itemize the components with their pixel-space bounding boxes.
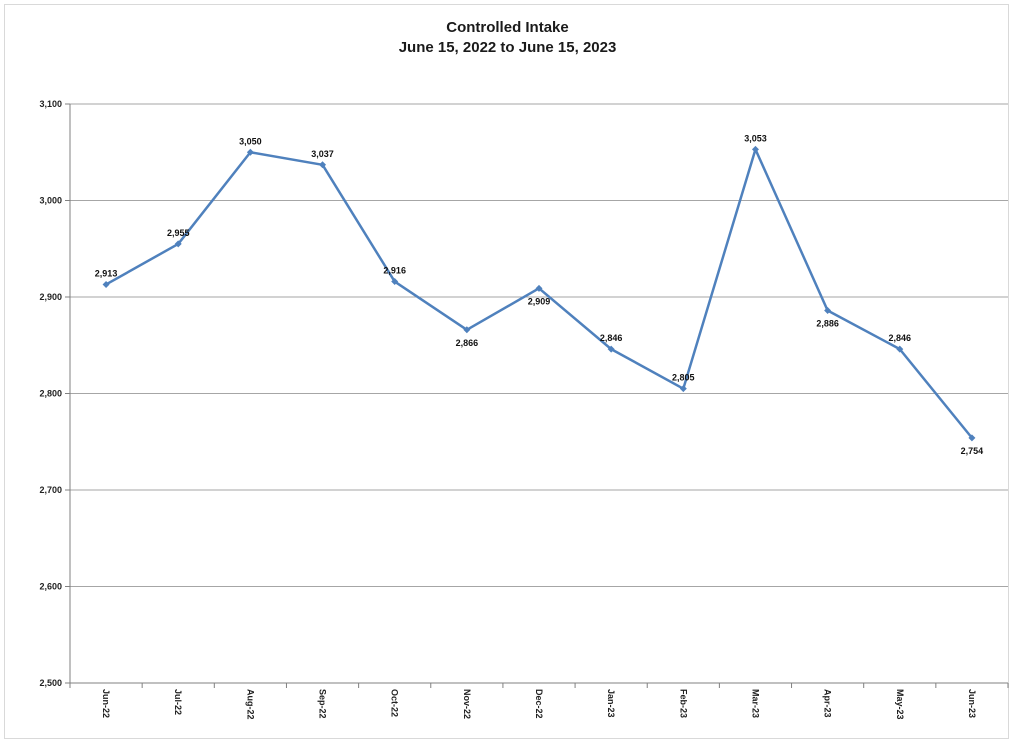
- data-label: 2,754: [961, 446, 984, 456]
- x-tick-label: Oct-22: [390, 689, 400, 717]
- x-tick-label: Feb-23: [678, 689, 688, 718]
- data-point: [391, 278, 399, 286]
- y-tick-label: 2,700: [39, 485, 62, 495]
- axes: [69, 104, 1008, 684]
- x-tick-label: Aug-22: [245, 689, 255, 720]
- data-point: [174, 240, 182, 248]
- y-tick-label: 2,800: [39, 389, 62, 399]
- chart-frame: [4, 4, 1009, 739]
- data-point: [679, 385, 687, 393]
- data-point: [824, 307, 832, 315]
- data-label: 2,909: [528, 296, 551, 306]
- data-point: [319, 161, 327, 169]
- y-tick-label: 2,900: [39, 292, 62, 302]
- data-point: [968, 434, 976, 442]
- data-label: 2,805: [672, 373, 695, 383]
- data-label: 3,037: [311, 149, 334, 159]
- data-point: [246, 148, 254, 156]
- chart-subtitle: June 15, 2022 to June 15, 2023: [398, 39, 617, 56]
- x-tick-label: May-23: [895, 689, 905, 720]
- x-tick-label: Jul-22: [173, 689, 183, 715]
- x-tick-label: Dec-22: [534, 689, 544, 719]
- series-layer: [102, 145, 976, 442]
- gridlines: [70, 103, 1008, 684]
- chart-title: Controlled Intake: [446, 19, 569, 36]
- y-tick-label: 3,000: [39, 196, 62, 206]
- data-label: 2,866: [456, 338, 479, 348]
- data-label: 2,913: [95, 268, 118, 278]
- data-point: [535, 284, 543, 292]
- x-axis-ticks: Jun-22 Jul-22 Aug-22 Sep-22 Oct-22 Nov-22 Dec-…: [69, 683, 1009, 720]
- y-tick-label: 2,600: [39, 582, 62, 592]
- data-label: 3,050: [239, 136, 262, 146]
- data-point: [463, 326, 471, 334]
- x-tick-label: Jan-23: [606, 689, 616, 718]
- x-tick-label: Sep-22: [318, 689, 328, 719]
- data-label: 2,916: [383, 266, 406, 276]
- x-tick-label: Apr-23: [823, 689, 833, 718]
- data-label: 2,955: [167, 228, 190, 238]
- data-point: [751, 145, 759, 153]
- data-point: [896, 345, 904, 353]
- y-axis-ticks: 2,500 2,600 2,700 2,800 2,900 3,000 3,100: [39, 99, 70, 688]
- x-tick-label: Jun-22: [101, 689, 111, 718]
- data-labels: 2,913 2,955 3,050 3,037 2,916 2,866 2,909 2,846…: [95, 133, 983, 456]
- y-tick-label: 2,500: [39, 678, 62, 688]
- data-label: 2,886: [816, 319, 839, 329]
- data-point: [102, 280, 110, 288]
- x-tick-label: Jun-23: [967, 689, 977, 718]
- y-tick-label: 3,100: [39, 99, 62, 109]
- data-label: 2,846: [600, 333, 623, 343]
- data-point: [607, 345, 615, 353]
- data-label: 2,846: [889, 333, 912, 343]
- series-line: [105, 148, 973, 439]
- chart-title-block: Controlled Intake June 15, 2022 to June …: [0, 18, 1015, 58]
- x-tick-label: Mar-23: [750, 689, 760, 718]
- x-tick-label: Nov-22: [462, 689, 472, 719]
- data-label: 3,053: [744, 133, 767, 143]
